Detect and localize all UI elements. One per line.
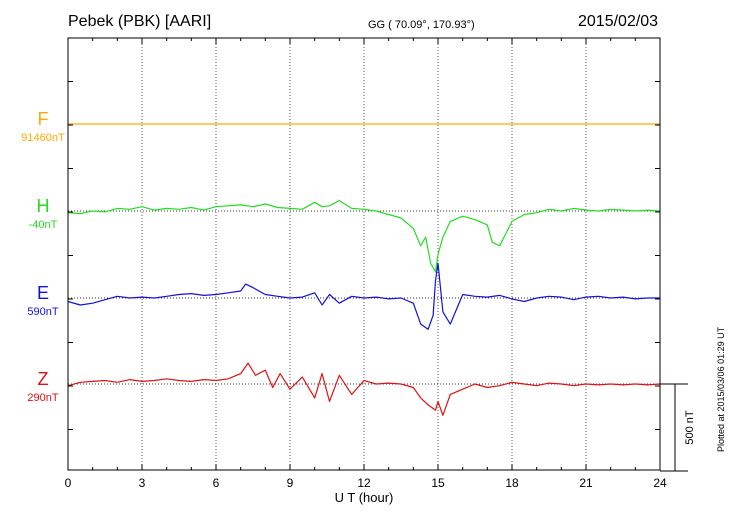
baseline-H: -40nT [28,219,58,231]
series-name-E: E [36,283,49,303]
series-name-F: F [37,109,49,129]
series-lines [67,123,661,416]
x-tick-label-15: 15 [431,476,445,490]
x-tick-label-3: 3 [139,476,146,490]
series-name-H: H [36,196,50,216]
grid-lines [141,38,587,470]
x-tick-label-18: 18 [505,476,519,490]
axis-ticks: 0 3 6 9 12 15 18 21 24 [65,37,667,490]
baseline-Z: 290nT [27,392,59,404]
plot-date: 2015/02/03 [578,13,659,30]
label-F: F 91460nT [8,109,78,144]
baseline-F: 91460nT [21,132,65,144]
x-tick-label-0: 0 [65,476,72,490]
series-line-H [67,200,661,273]
label-H: H -40nT [8,196,78,231]
geographic-coordinates: GG ( 70.09°, 170.93°) [368,19,475,31]
series-line-Z [67,362,661,416]
x-tick-label-12: 12 [357,476,371,490]
x-tick-label-21: 21 [579,476,593,490]
series-line-E [67,262,660,330]
x-tick-label-24: 24 [653,476,667,490]
label-E: E 590nT [8,283,78,318]
series-name-Z: Z [37,369,49,389]
x-tick-label-9: 9 [287,476,294,490]
x-axis-label: U T (hour) [335,490,394,505]
baseline-E: 590nT [27,306,59,318]
scale-bar-label: 500 nT [684,410,696,445]
scale-bar: 500 nT [660,383,696,472]
x-tick-label-6: 6 [213,476,220,490]
station-title: Pebek (PBK) [AARI] [68,13,212,30]
label-Z: Z 290nT [8,369,78,404]
